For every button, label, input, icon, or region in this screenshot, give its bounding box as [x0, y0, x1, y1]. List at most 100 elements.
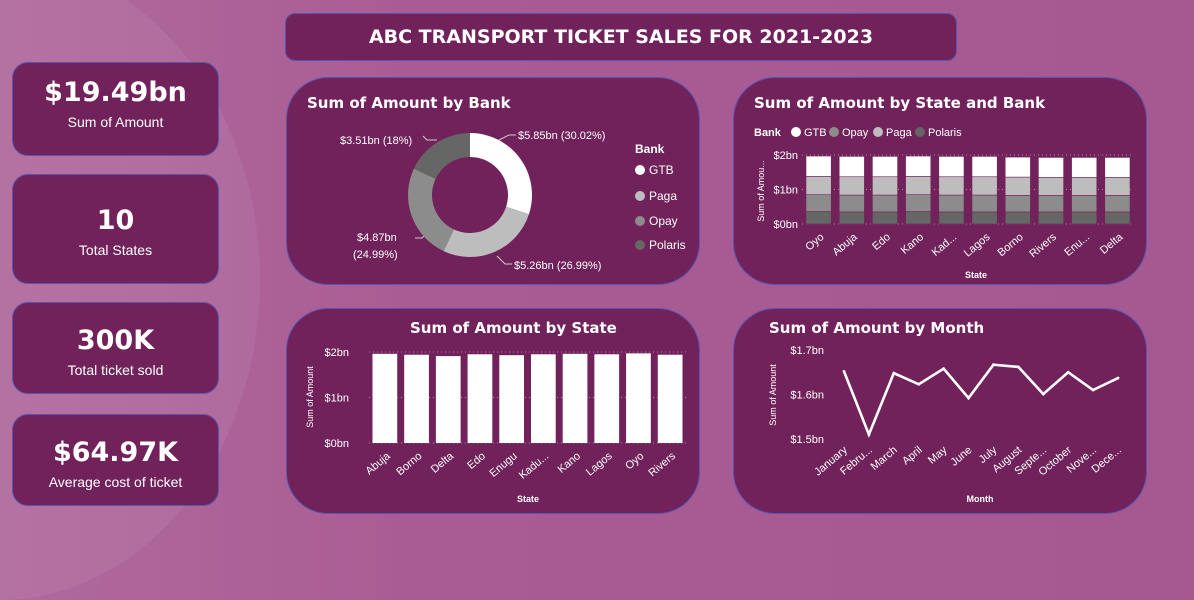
bar-segment-polaris[interactable]	[838, 211, 865, 225]
data-point[interactable]	[1116, 376, 1120, 380]
bar-segment-polaris[interactable]	[905, 211, 932, 225]
bar[interactable]	[530, 354, 556, 443]
data-point[interactable]	[942, 367, 946, 371]
bar-segment-paga[interactable]	[872, 176, 898, 196]
data-point[interactable]	[867, 433, 871, 436]
x-axis-title: State	[517, 494, 539, 504]
bar-segment-paga[interactable]	[938, 176, 965, 196]
legend-item-paga[interactable]: Paga	[873, 127, 913, 139]
bar[interactable]	[372, 353, 398, 443]
chart-card-amount-by-state[interactable]: Sum of Amount by State Sum of Amount Sta…	[286, 308, 700, 514]
slice-label-opay-line2: (24.99%)	[353, 249, 398, 261]
series-line[interactable]	[842, 363, 1119, 439]
data-point[interactable]	[1091, 388, 1095, 392]
bar-segment-opay[interactable]	[1004, 195, 1031, 213]
bar-segment-polaris[interactable]	[971, 211, 998, 225]
chart-title: Sum of Amount by State and Bank	[754, 94, 1046, 112]
bar[interactable]	[404, 354, 429, 443]
legend-label: GTB	[649, 163, 674, 177]
bar[interactable]	[626, 353, 651, 443]
bar-segment-paga[interactable]	[905, 176, 932, 195]
data-point[interactable]	[1066, 370, 1070, 374]
bar-segment-gtb[interactable]	[838, 156, 865, 178]
bar[interactable]	[435, 356, 461, 443]
x-axis-title: Month	[967, 494, 994, 504]
donut-slice-polaris[interactable]	[413, 133, 470, 179]
data-point[interactable]	[1016, 365, 1020, 369]
x-tick-label: Enu...	[1062, 231, 1092, 259]
legend-item-polaris[interactable]: Polaris	[635, 238, 686, 252]
bar[interactable]	[467, 354, 493, 443]
kpi-card-sum-of-amount[interactable]: $19.49bn Sum of Amount	[12, 62, 219, 156]
bar-segment-gtb[interactable]	[1004, 156, 1031, 178]
bar-segment-gtb[interactable]	[872, 156, 898, 178]
bar-segment-gtb[interactable]	[971, 156, 998, 178]
data-point[interactable]	[967, 396, 970, 400]
bar[interactable]	[562, 353, 588, 443]
bar-segment-polaris[interactable]	[1071, 211, 1098, 225]
bar-segment-polaris[interactable]	[1004, 211, 1031, 225]
y-axis-title: Sum of Amount	[768, 364, 778, 426]
bar-segment-opay[interactable]	[1104, 195, 1131, 213]
legend-item-paga[interactable]: Paga	[635, 189, 677, 203]
bar-segment-paga[interactable]	[838, 176, 865, 196]
data-point[interactable]	[892, 371, 896, 375]
bar-segment-gtb[interactable]	[1104, 157, 1131, 178]
legend-item-polaris[interactable]: Polaris	[915, 127, 962, 139]
bar[interactable]	[499, 355, 525, 443]
y-tick-label: $1bn	[325, 393, 349, 405]
kpi-card-average-cost[interactable]: $64.97K Average cost of ticket	[12, 414, 219, 506]
donut-slice-opay[interactable]	[408, 168, 454, 252]
chart-card-amount-by-state-and-bank[interactable]: Sum of Amount by State and Bank Bank GTB…	[733, 77, 1147, 285]
bar-segment-opay[interactable]	[938, 194, 965, 213]
donut-slice-paga[interactable]	[443, 206, 529, 257]
data-point[interactable]	[1041, 392, 1045, 396]
donut-slice-gtb[interactable]	[470, 133, 532, 215]
legend-item-gtb[interactable]: GTB	[791, 127, 827, 139]
bar-segment-paga[interactable]	[1038, 177, 1064, 196]
x-tick-label: Rivers	[646, 450, 678, 480]
bar-segment-polaris[interactable]	[938, 211, 965, 225]
bar[interactable]	[594, 354, 620, 443]
bar-segment-opay[interactable]	[971, 194, 998, 213]
bar-segment-gtb[interactable]	[1038, 157, 1064, 178]
kpi-value: $19.49bn	[44, 77, 187, 108]
legend-swatch	[915, 127, 925, 137]
data-point[interactable]	[992, 363, 995, 367]
bar-segment-paga[interactable]	[805, 176, 832, 195]
legend-title: Bank	[635, 142, 665, 156]
kpi-card-total-states[interactable]: 10 Total States	[12, 174, 219, 284]
legend-item-opay[interactable]: Opay	[635, 214, 678, 228]
data-point[interactable]	[917, 382, 921, 386]
legend-swatch	[873, 127, 883, 137]
bar-segment-polaris[interactable]	[1038, 211, 1064, 225]
bar-segment-opay[interactable]	[872, 194, 898, 213]
bar-segment-paga[interactable]	[1104, 177, 1131, 196]
chart-card-amount-by-month[interactable]: Sum of Amount by Month Sum of Amount Mon…	[733, 308, 1147, 514]
slice-label-opay-line1: $4.87bn	[357, 232, 397, 244]
bar-segment-opay[interactable]	[838, 194, 865, 213]
bar-segment-paga[interactable]	[971, 176, 998, 196]
leader-line-paga	[496, 255, 512, 265]
bar-segment-opay[interactable]	[1038, 195, 1064, 213]
legend-item-opay[interactable]: Opay	[829, 127, 869, 139]
kpi-card-total-tickets[interactable]: 300K Total ticket sold	[12, 302, 219, 394]
bar-segment-paga[interactable]	[1071, 177, 1098, 196]
x-tick-label: Rivers	[1027, 231, 1059, 261]
bar[interactable]	[657, 354, 683, 443]
bar-segment-opay[interactable]	[905, 194, 932, 212]
bar-segment-gtb[interactable]	[805, 155, 832, 177]
bar-segment-polaris[interactable]	[872, 211, 898, 225]
bar-segment-opay[interactable]	[805, 194, 832, 212]
data-point[interactable]	[842, 369, 846, 373]
legend-item-gtb[interactable]: GTB	[635, 163, 674, 177]
x-tick-label: Delta	[1098, 231, 1126, 257]
bar-segment-gtb[interactable]	[1071, 157, 1098, 178]
bar-segment-paga[interactable]	[1004, 176, 1031, 196]
bar-segment-polaris[interactable]	[1104, 211, 1131, 225]
bar-segment-polaris[interactable]	[805, 211, 832, 225]
bar-segment-opay[interactable]	[1071, 195, 1098, 213]
chart-card-amount-by-bank[interactable]: Sum of Amount by Bank Bank GTB Paga Opay…	[286, 77, 700, 285]
bar-segment-gtb[interactable]	[938, 156, 965, 178]
bar-segment-gtb[interactable]	[905, 155, 932, 177]
